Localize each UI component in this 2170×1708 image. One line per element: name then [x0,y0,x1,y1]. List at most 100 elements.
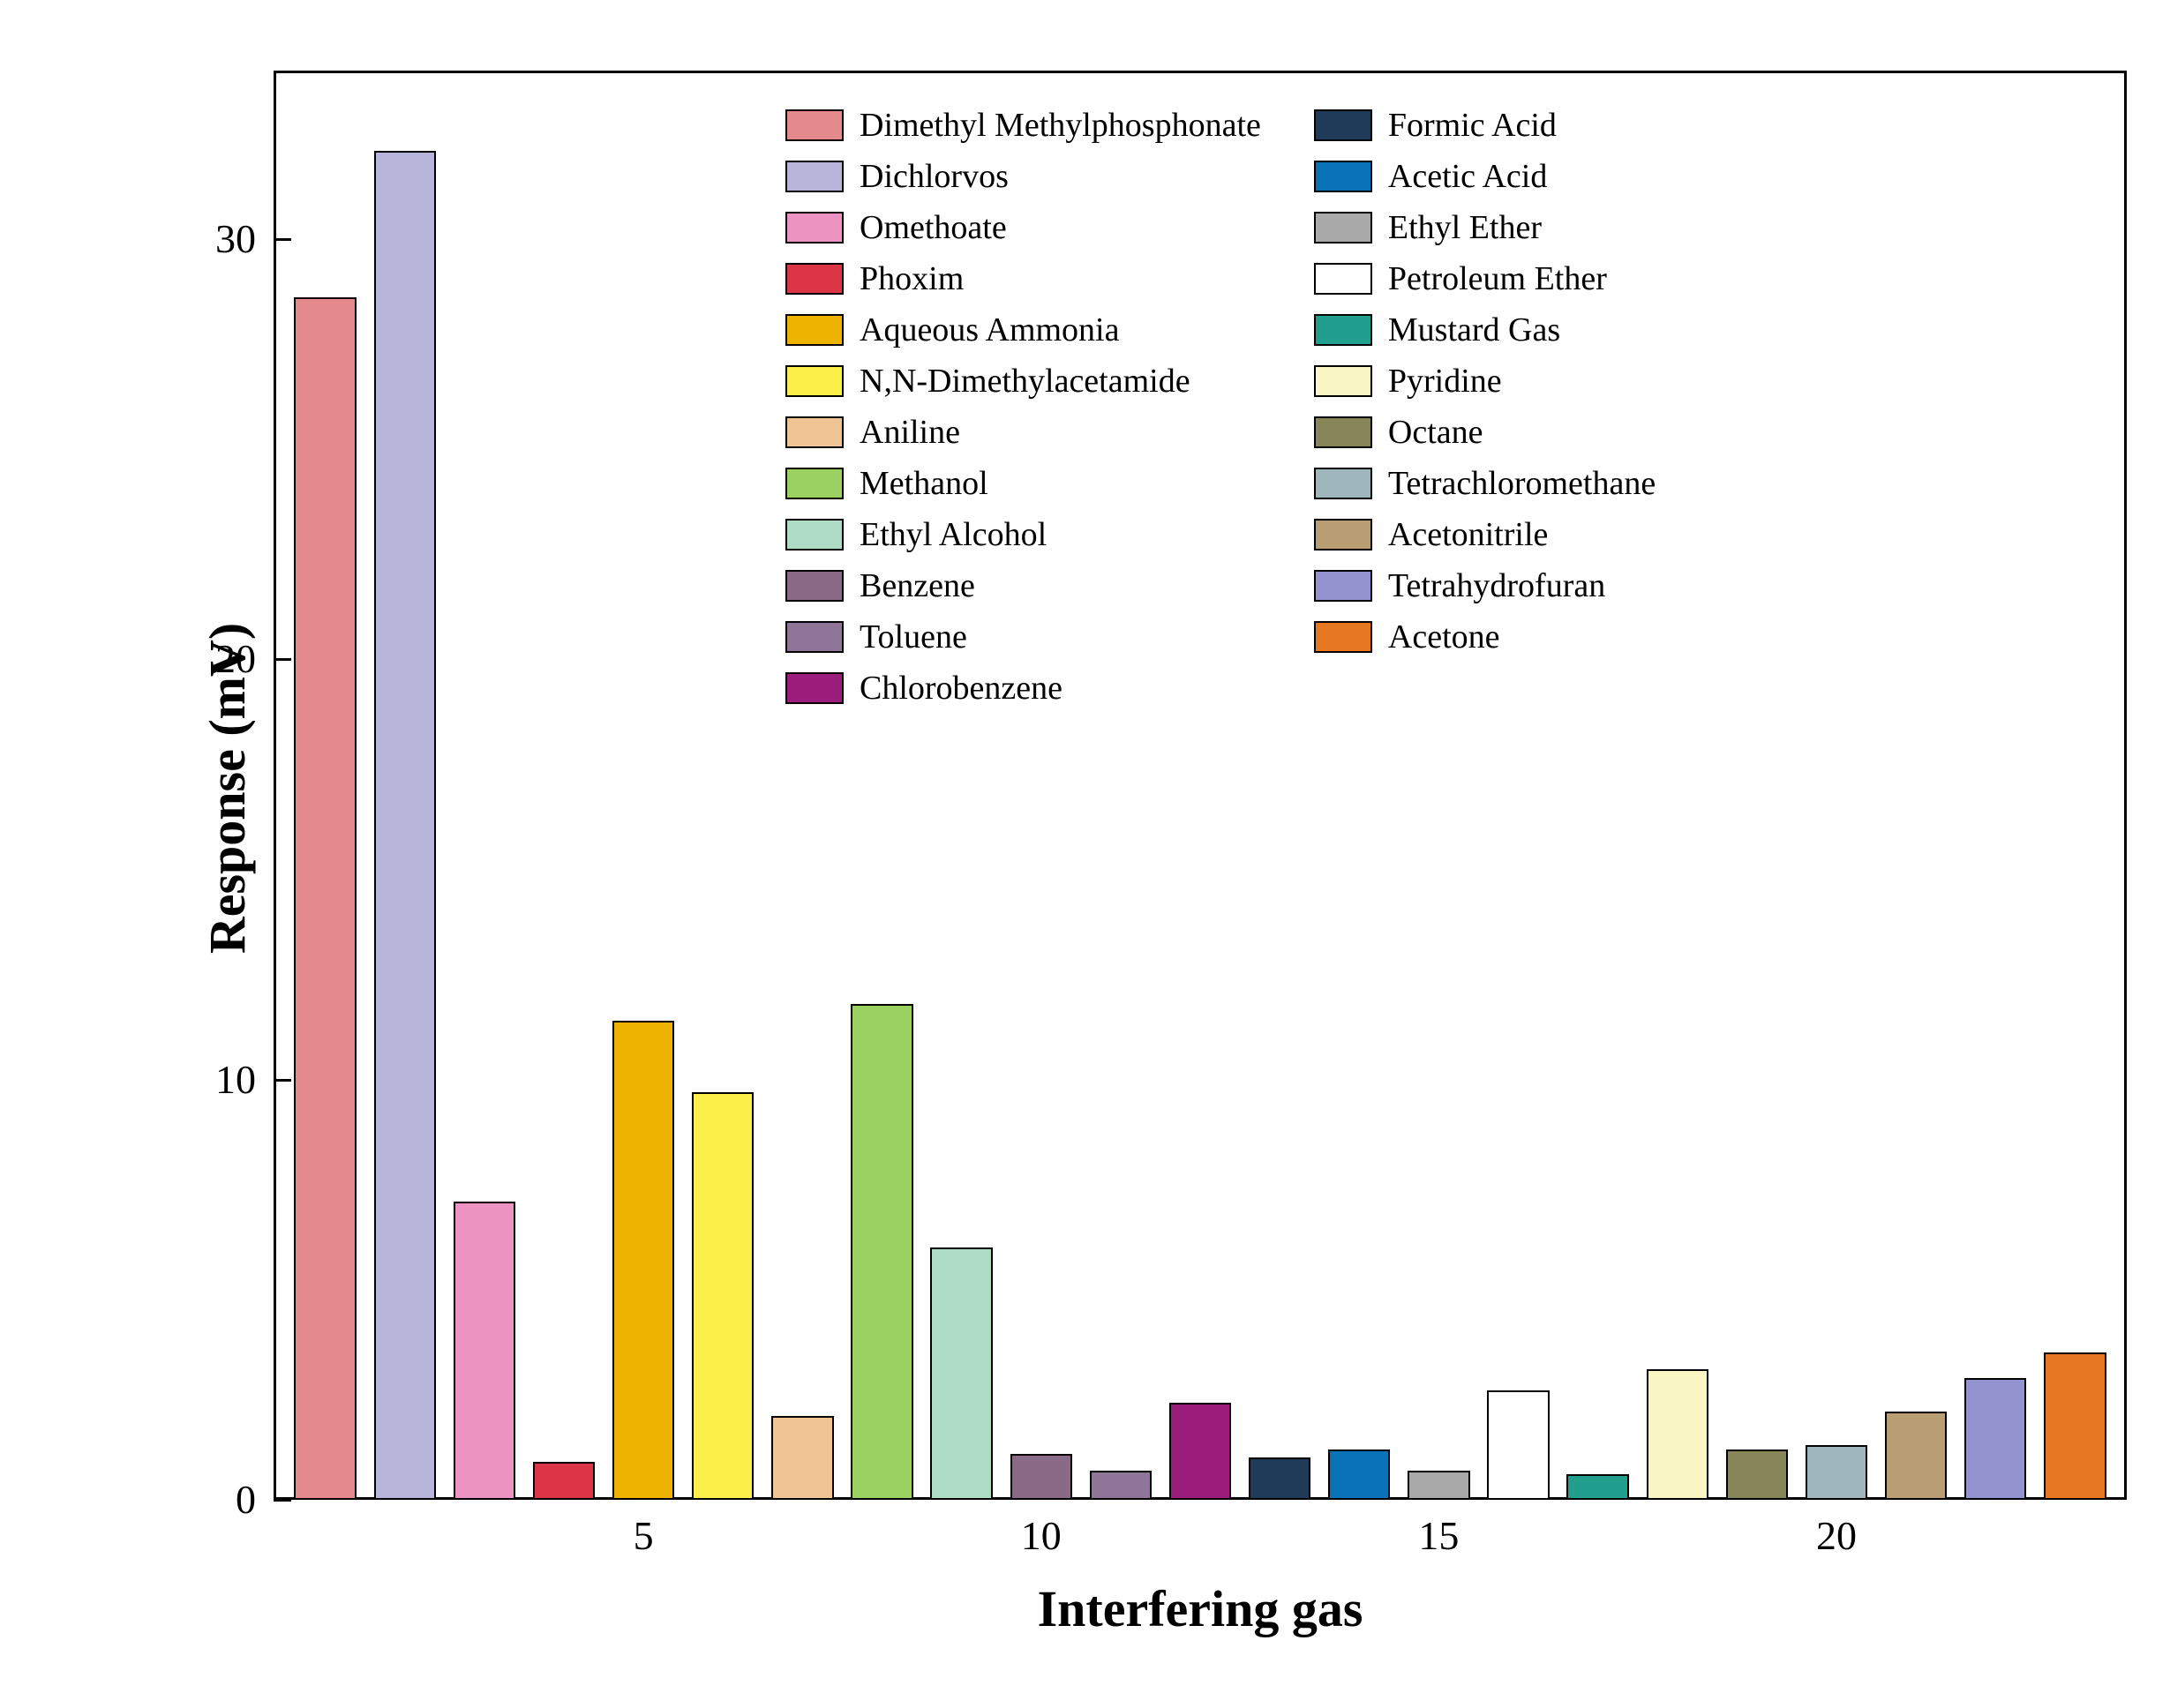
legend-label: Pyridine [1388,362,1502,401]
legend-swatch [1314,314,1372,346]
x-tick-label: 20 [1783,1512,1889,1559]
x-tick-label: 5 [590,1512,696,1559]
legend-swatch [1314,161,1372,192]
legend-item: Dimethyl Methylphosphonate [785,106,1261,145]
legend-label: Petroleum Ether [1388,259,1607,298]
legend-item: Omethoate [785,208,1261,247]
legend-swatch [785,621,844,653]
bar [771,1416,833,1500]
bar [294,297,356,1500]
bar [1726,1450,1788,1500]
bar [1169,1403,1231,1500]
legend-swatch [785,161,844,192]
legend-label: Aniline [860,413,960,452]
legend-label: Omethoate [860,208,1007,247]
legend-label: Tetrahydrofuran [1388,566,1605,605]
y-tick-label: 10 [150,1056,256,1103]
legend-label: Dichlorvos [860,157,1009,196]
legend-item: N,N-Dimethylacetamide [785,362,1261,401]
legend-label: Tetrachloromethane [1388,464,1656,503]
legend-item: Benzene [785,566,1261,605]
legend-swatch [785,365,844,397]
x-axis-label: Interfering gas [274,1579,2127,1638]
legend-swatch [1314,109,1372,141]
legend-label: Methanol [860,464,988,503]
legend-item: Aqueous Ammonia [785,311,1261,349]
legend-label: Formic Acid [1388,106,1557,145]
legend-label: Acetonitrile [1388,515,1548,554]
legend-label: Mustard Gas [1388,311,1560,349]
legend-item: Chlorobenzene [785,669,1261,708]
y-tick [274,238,291,241]
bar [2044,1352,2106,1500]
legend-swatch [785,672,844,704]
bar [454,1202,515,1500]
legend-item: Tetrahydrofuran [1314,566,1656,605]
legend-swatch [785,570,844,602]
legend-swatch [785,263,844,295]
legend-item: Phoxim [785,259,1261,298]
y-tick [274,1079,291,1082]
bar [1964,1378,2026,1500]
bar [612,1021,674,1500]
legend-item: Acetone [1314,618,1656,656]
bar [1408,1471,1469,1500]
bar [1806,1445,1867,1500]
legend-swatch [785,212,844,243]
x-tick-label: 15 [1385,1512,1491,1559]
legend-item: Toluene [785,618,1261,656]
legend-swatch [1314,212,1372,243]
legend-swatch [785,416,844,448]
legend-item: Acetic Acid [1314,157,1656,196]
legend-item: Tetrachloromethane [1314,464,1656,503]
bar [533,1462,595,1500]
bar [930,1247,992,1500]
legend-label: Ethyl Alcohol [860,515,1047,554]
legend-swatch [785,109,844,141]
bar [1566,1474,1628,1500]
legend-label: Ethyl Ether [1388,208,1542,247]
legend-swatch [785,519,844,551]
y-tick-label: 20 [150,635,256,682]
chart-container: Response (mV) Interfering gas Dimethyl M… [18,18,2170,1690]
legend-swatch [785,468,844,499]
bar [1647,1369,1708,1500]
x-tick-label: 10 [988,1512,1094,1559]
legend-swatch [1314,519,1372,551]
legend-item: Mustard Gas [1314,311,1656,349]
legend-item: Octane [1314,413,1656,452]
legend-swatch [1314,365,1372,397]
legend-swatch [1314,621,1372,653]
legend: Dimethyl Methylphosphonate Dichlorvos Omet… [785,106,1656,720]
bar [692,1092,754,1500]
legend-item: Ethyl Ether [1314,208,1656,247]
legend-label: N,N-Dimethylacetamide [860,362,1190,401]
legend-label: Octane [1388,413,1483,452]
legend-label: Aqueous Ammonia [860,311,1119,349]
legend-label: Phoxim [860,259,964,298]
legend-swatch [1314,570,1372,602]
legend-item: Ethyl Alcohol [785,515,1261,554]
legend-swatch [1314,468,1372,499]
legend-item: Pyridine [1314,362,1656,401]
y-tick-label: 30 [150,215,256,262]
legend-item: Dichlorvos [785,157,1261,196]
y-tick [274,658,291,661]
bar [851,1004,912,1500]
legend-label: Benzene [860,566,975,605]
bar [1249,1457,1310,1500]
y-tick [274,1499,291,1502]
legend-item: Aniline [785,413,1261,452]
legend-item: Formic Acid [1314,106,1656,145]
bar [1487,1390,1549,1500]
y-tick-label: 0 [150,1476,256,1523]
bar [1328,1450,1390,1500]
legend-column-2: Formic Acid Acetic Acid Ethyl Ether Petrole… [1314,106,1656,720]
legend-label: Dimethyl Methylphosphonate [860,106,1261,145]
legend-swatch [785,314,844,346]
legend-label: Acetone [1388,618,1500,656]
legend-swatch [1314,263,1372,295]
legend-column-1: Dimethyl Methylphosphonate Dichlorvos Omet… [785,106,1261,720]
legend-swatch [1314,416,1372,448]
legend-item: Petroleum Ether [1314,259,1656,298]
